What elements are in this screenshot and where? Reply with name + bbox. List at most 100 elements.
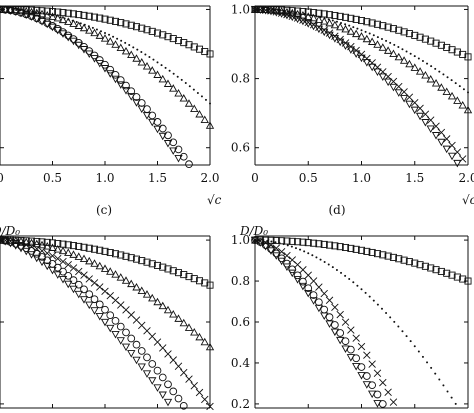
data-point-triangle-up	[90, 259, 99, 267]
data-point-dot	[274, 241, 277, 244]
data-point-square	[185, 41, 193, 49]
data-point-square	[90, 245, 99, 253]
data-point-triangle-down	[37, 258, 47, 267]
data-point-triangle-down	[293, 276, 302, 284]
data-point-triangle-down	[116, 337, 125, 345]
data-point-dot	[409, 340, 412, 343]
data-point-circle	[331, 321, 339, 329]
data-point-square	[169, 267, 177, 275]
data-point-triangle-down	[11, 8, 20, 16]
data-point-square	[159, 31, 167, 39]
data-point-circle	[106, 311, 115, 320]
data-point-square	[90, 13, 99, 21]
data-point-triangle-down	[111, 75, 120, 84]
data-point-triangle-down	[341, 42, 350, 50]
data-point-dot	[294, 247, 297, 250]
data-point-square	[138, 24, 146, 32]
data-point-triangle-down	[288, 269, 297, 278]
data-point-square	[373, 250, 381, 258]
data-point-triangle-up	[85, 26, 94, 34]
x-tick-label: 2.0	[458, 171, 474, 185]
data-point-square	[432, 266, 440, 274]
data-point-triangle-down	[362, 59, 371, 67]
data-point-triangle-down	[43, 262, 52, 271]
data-point-square	[368, 19, 376, 27]
data-point-triangle-down	[100, 65, 110, 73]
data-point-triangle-down	[69, 285, 78, 294]
data-point-dot	[160, 64, 163, 67]
y-tick-label: 0.6	[231, 141, 250, 155]
data-point-triangle-down	[282, 11, 292, 20]
data-point-triangle-down	[163, 140, 173, 148]
data-point-square	[437, 41, 445, 49]
data-point-triangle-down	[298, 282, 308, 291]
data-point-square	[352, 245, 360, 253]
data-point-dot	[108, 33, 111, 36]
data-point-triangle-up	[132, 282, 141, 291]
data-point-triangle-up	[362, 34, 371, 43]
data-point-triangle-up	[127, 50, 136, 58]
data-point-triangle-down	[53, 271, 62, 279]
data-point-cross	[69, 264, 78, 272]
data-point-dot	[164, 66, 167, 69]
y-tick-label: 0.6	[231, 315, 250, 329]
data-point-square	[299, 238, 307, 246]
data-point-circle	[90, 295, 99, 304]
data-point-triangle-down	[426, 125, 435, 133]
data-point-circle	[267, 245, 275, 253]
data-point-triangle-down	[95, 312, 104, 321]
data-point-triangle-down	[6, 7, 15, 15]
data-point-triangle-down	[90, 55, 99, 63]
data-point-square	[180, 39, 188, 47]
data-point-circle	[320, 305, 329, 314]
data-point-triangle-down	[79, 296, 89, 304]
data-point-cross	[180, 368, 188, 377]
data-point-triangle-down	[367, 390, 377, 399]
data-point-triangle-down	[127, 93, 136, 101]
data-point-cross	[185, 375, 193, 383]
data-point-square	[195, 277, 204, 285]
data-point-triangle-up	[137, 58, 146, 66]
data-point-cross	[347, 326, 355, 334]
x-axis-label-a: √c	[207, 193, 222, 207]
data-point-square	[185, 273, 193, 281]
data-point-triangle-up	[132, 54, 141, 62]
data-point-square	[190, 43, 198, 51]
data-point-dot	[335, 20, 338, 23]
data-point-triangle-down	[1, 237, 10, 246]
data-point-cross	[164, 350, 172, 358]
y-axis-label-d: D/D₀	[239, 224, 268, 238]
data-point-triangle-down	[357, 54, 366, 63]
data-point-dot	[200, 95, 203, 98]
data-point-triangle-down	[69, 37, 78, 46]
data-point-dot	[307, 252, 310, 255]
data-point-dot	[180, 78, 183, 81]
data-point-dot	[393, 320, 396, 323]
data-point-triangle-up	[43, 11, 52, 19]
data-point-dot	[136, 48, 139, 51]
data-point-circle	[315, 298, 323, 307]
data-point-triangle-up	[373, 40, 382, 48]
data-point-triangle-down	[367, 63, 377, 72]
data-point-triangle-up	[261, 5, 270, 13]
data-point-circle	[174, 145, 183, 154]
data-point-cross	[54, 254, 62, 263]
x-tick-label: 2.0	[200, 171, 219, 185]
data-point-triangle-down	[282, 263, 292, 272]
data-point-triangle-up	[48, 12, 57, 20]
data-point-dot	[176, 75, 179, 78]
data-point-triangle-up	[127, 279, 136, 288]
data-point-triangle-down	[357, 372, 366, 380]
data-point-circle	[179, 152, 188, 161]
data-point-triangle-up	[304, 12, 313, 20]
data-point-cross	[190, 382, 198, 390]
data-point-square	[33, 237, 41, 245]
data-point-circle	[185, 160, 193, 169]
data-point-triangle-down	[16, 9, 26, 18]
data-point-triangle-up	[95, 31, 104, 39]
data-point-triangle-down	[74, 290, 83, 299]
data-point-dot	[95, 28, 98, 31]
data-point-dot	[356, 284, 359, 287]
data-point-dot	[380, 307, 383, 310]
data-point-square	[138, 257, 146, 265]
